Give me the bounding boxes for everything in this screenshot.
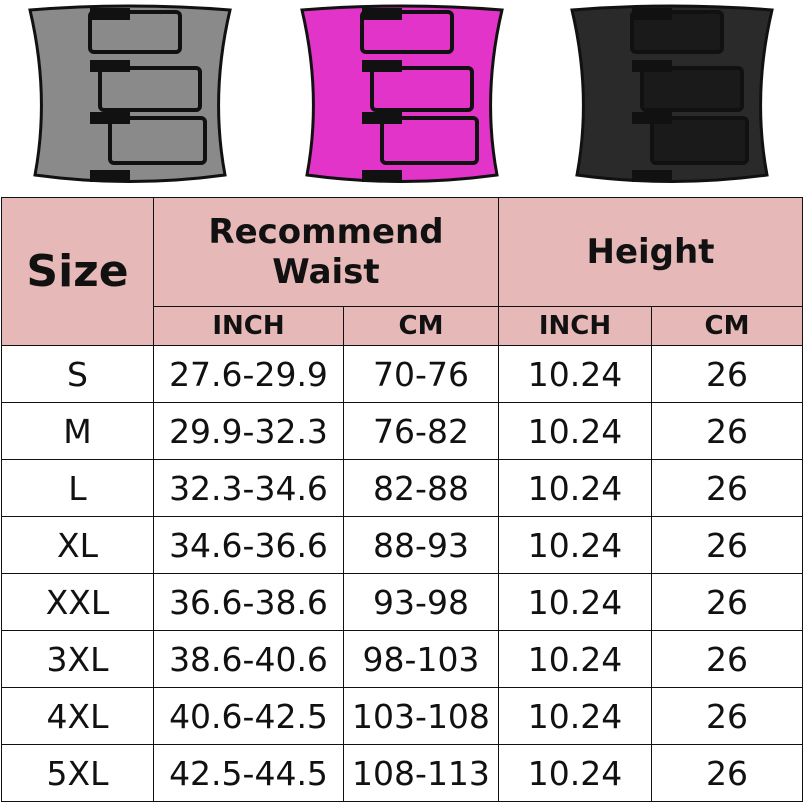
waist-inch-cell: 32.3-34.6 bbox=[153, 459, 344, 517]
height-cm-cell: 26 bbox=[651, 459, 803, 517]
waist-cm-header: CM bbox=[343, 306, 499, 346]
waist-cm-cell: 88-93 bbox=[343, 516, 499, 574]
waist-cm-cell: 98-103 bbox=[343, 630, 499, 688]
size-chart-table: Size Recommend Waist Height INCH CM INCH… bbox=[1, 197, 803, 802]
height-inch-header: INCH bbox=[498, 306, 652, 346]
height-inch-cell: 10.24 bbox=[498, 516, 652, 574]
height-inch-cell: 10.24 bbox=[498, 402, 652, 460]
size-cell: 3XL bbox=[1, 630, 154, 688]
hook-closure bbox=[362, 8, 402, 20]
waist-cm-cell: 82-88 bbox=[343, 459, 499, 517]
height-inch-cell: 10.24 bbox=[498, 630, 652, 688]
waist-inch-cell: 42.5-44.5 bbox=[153, 744, 344, 802]
height-header: Height bbox=[498, 197, 803, 307]
waist-inch-cell: 38.6-40.6 bbox=[153, 630, 344, 688]
waist-header: Recommend Waist bbox=[153, 197, 499, 307]
waist-cm-cell: 93-98 bbox=[343, 573, 499, 631]
strap bbox=[630, 10, 724, 54]
hook-closure bbox=[90, 8, 130, 20]
waist-inch-cell: 40.6-42.5 bbox=[153, 687, 344, 745]
table-row: 5XL 42.5-44.5 108-113 10.24 26 bbox=[1, 744, 803, 802]
hook-closure bbox=[362, 112, 402, 124]
hook-closure bbox=[90, 60, 130, 72]
waist-trainer-gray bbox=[28, 4, 232, 183]
height-inch-cell: 10.24 bbox=[498, 687, 652, 745]
strap bbox=[98, 66, 202, 112]
table-row: XL 34.6-36.6 88-93 10.24 26 bbox=[1, 516, 803, 574]
strap bbox=[650, 116, 749, 165]
height-cm-cell: 26 bbox=[651, 687, 803, 745]
height-cm-cell: 26 bbox=[651, 630, 803, 688]
height-inch-cell: 10.24 bbox=[498, 573, 652, 631]
size-cell: S bbox=[1, 345, 154, 403]
hook-closure bbox=[90, 112, 130, 124]
hook-closure bbox=[90, 170, 130, 182]
waist-trainer-black bbox=[570, 4, 774, 183]
strap bbox=[360, 10, 454, 54]
height-cm-cell: 26 bbox=[651, 744, 803, 802]
hook-closure bbox=[632, 8, 672, 20]
height-cm-header: CM bbox=[651, 306, 803, 346]
waist-inch-cell: 29.9-32.3 bbox=[153, 402, 344, 460]
height-cm-cell: 26 bbox=[651, 516, 803, 574]
strap bbox=[108, 116, 207, 165]
waist-cm-cell: 76-82 bbox=[343, 402, 499, 460]
strap bbox=[380, 116, 479, 165]
waist-inch-cell: 36.6-38.6 bbox=[153, 573, 344, 631]
size-cell: XL bbox=[1, 516, 154, 574]
waist-inch-cell: 27.6-29.9 bbox=[153, 345, 344, 403]
hook-closure bbox=[632, 60, 672, 72]
strap bbox=[370, 66, 474, 112]
waist-cm-cell: 103-108 bbox=[343, 687, 499, 745]
strap bbox=[88, 10, 182, 54]
height-cm-cell: 26 bbox=[651, 345, 803, 403]
height-inch-cell: 10.24 bbox=[498, 345, 652, 403]
hook-closure bbox=[632, 112, 672, 124]
size-cell: 4XL bbox=[1, 687, 154, 745]
waist-cm-cell: 108-113 bbox=[343, 744, 499, 802]
size-cell: XXL bbox=[1, 573, 154, 631]
height-cm-cell: 26 bbox=[651, 402, 803, 460]
waist-trainer-pink bbox=[300, 4, 504, 183]
table-row: XXL 36.6-38.6 93-98 10.24 26 bbox=[1, 573, 803, 631]
table-row: S 27.6-29.9 70-76 10.24 26 bbox=[1, 345, 803, 403]
size-cell: L bbox=[1, 459, 154, 517]
hook-closure bbox=[362, 170, 402, 182]
size-header: Size bbox=[1, 197, 154, 346]
waist-inch-cell: 34.6-36.6 bbox=[153, 516, 344, 574]
hook-closure bbox=[632, 170, 672, 182]
height-cm-cell: 26 bbox=[651, 573, 803, 631]
strap bbox=[640, 66, 744, 112]
table-row: 4XL 40.6-42.5 103-108 10.24 26 bbox=[1, 687, 803, 745]
table-row: 3XL 38.6-40.6 98-103 10.24 26 bbox=[1, 630, 803, 688]
size-cell: M bbox=[1, 402, 154, 460]
waist-cm-cell: 70-76 bbox=[343, 345, 499, 403]
table-row: L 32.3-34.6 82-88 10.24 26 bbox=[1, 459, 803, 517]
waist-inch-header: INCH bbox=[153, 306, 344, 346]
table-row: M 29.9-32.3 76-82 10.24 26 bbox=[1, 402, 803, 460]
product-images bbox=[28, 4, 774, 183]
height-inch-cell: 10.24 bbox=[498, 744, 652, 802]
size-cell: 5XL bbox=[1, 744, 154, 802]
hook-closure bbox=[362, 60, 402, 72]
height-inch-cell: 10.24 bbox=[498, 459, 652, 517]
